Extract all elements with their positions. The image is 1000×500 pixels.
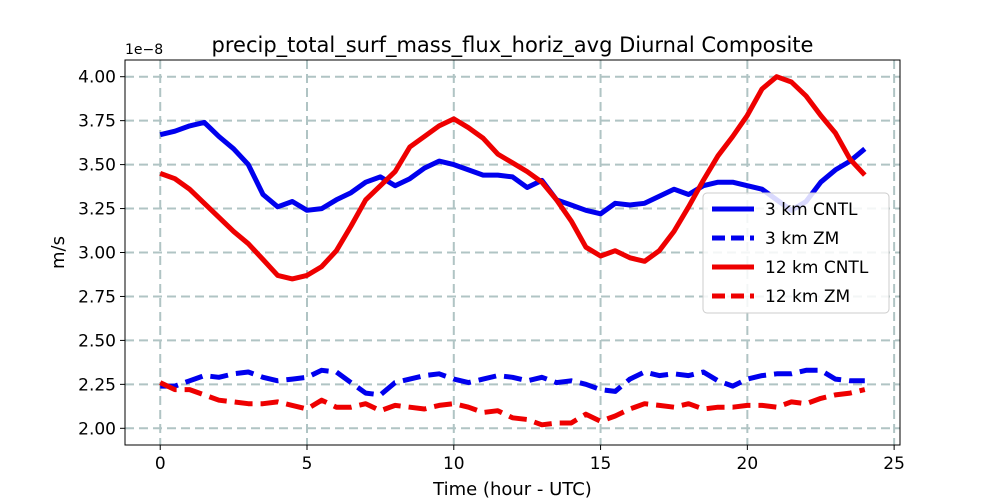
y-tick-label: 3.50 [78, 156, 116, 176]
y-tick-label: 2.50 [78, 331, 116, 351]
series-line-2 [159, 74, 867, 282]
y-tick-label: 4.00 [78, 68, 116, 88]
chart-title: precip_total_surf_mass_flux_horiz_avg Di… [212, 33, 814, 58]
legend-label-3: 12 km ZM [765, 287, 850, 307]
y-axis-label: m/s [48, 236, 69, 269]
legend-label-1: 3 km ZM [765, 229, 839, 249]
x-tick-label: 0 [155, 454, 166, 474]
legend-label-0: 3 km CNTL [765, 200, 858, 220]
x-tick-label: 5 [302, 454, 313, 474]
y-tick-label: 3.25 [78, 200, 116, 220]
x-tick-label: 25 [883, 454, 905, 474]
x-tick-label: 15 [590, 454, 612, 474]
y-offset-text: 1e−8 [125, 42, 163, 58]
y-tick-label: 2.25 [78, 375, 116, 395]
y-tick-label: 3.00 [78, 244, 116, 264]
legend-box [702, 192, 890, 314]
series-line-0 [159, 119, 867, 217]
series-line-3 [159, 380, 866, 428]
series-line-1 [160, 367, 865, 398]
y-tick-label: 3.75 [78, 112, 116, 132]
x-tick-label: 20 [737, 454, 759, 474]
y-tick-label: 2.75 [78, 287, 116, 307]
legend-label-2: 12 km CNTL [765, 258, 869, 278]
y-tick-label: 2.00 [78, 419, 116, 439]
x-tick-label: 10 [443, 454, 465, 474]
x-axis-label: Time (hour - UTC) [432, 479, 592, 500]
